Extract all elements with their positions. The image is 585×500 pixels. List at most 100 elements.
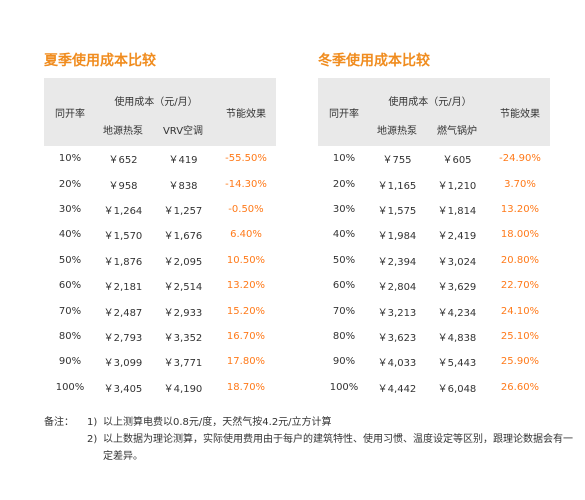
saving-cell: 26.60% — [500, 381, 540, 393]
cost-a-cell: ￥2,793 — [103, 332, 143, 344]
rate-cell: 80% — [58, 330, 82, 342]
notes-label: 备注： — [44, 417, 74, 428]
rate-cell: 60% — [332, 280, 356, 292]
gas-boiler-header: 燃气锅炉 — [424, 112, 490, 146]
cost-b-cell: ￥2,933 — [163, 307, 203, 319]
rate-header: 同开率 — [44, 78, 96, 146]
table-row: 10% ￥652 ￥419 -55.50% — [44, 146, 276, 171]
cost-b-cell: ￥3,629 — [437, 282, 477, 294]
cost-b-cell: ￥419 — [168, 155, 198, 167]
rate-cell: 60% — [58, 280, 82, 292]
rate-cell: 90% — [332, 356, 356, 368]
cost-a-cell: ￥1,575 — [377, 205, 417, 217]
saving-header: 节能效果 — [490, 78, 550, 146]
table-row: 100% ￥4,442 ￥6,048 26.60% — [318, 375, 550, 400]
saving-cell: 3.70% — [504, 178, 536, 190]
cost-b-cell: ￥838 — [168, 180, 198, 192]
summer-title: 夏季使用成本比较 — [44, 53, 156, 69]
cost-b-cell: ￥3,352 — [163, 332, 203, 344]
note-item: 备注： 1) 以上测算电费以0.8元/度，天然气按4.2元/立方计算 — [44, 414, 574, 431]
cost-b-cell: ￥1,814 — [437, 205, 477, 217]
rate-header: 同开率 — [318, 78, 370, 146]
cost-b-cell: ￥1,257 — [163, 205, 203, 217]
note-text: 以上数据为理论测算，实际使用费用由于每户的建筑特性、使用习惯、温度设定等区别，跟… — [103, 434, 573, 462]
table-row: 50% ￥2,394 ￥3,024 20.80% — [318, 248, 550, 273]
rate-cell: 70% — [332, 305, 356, 317]
saving-cell: 13.20% — [500, 203, 540, 215]
cost-a-cell: ￥2,804 — [377, 282, 417, 294]
ground-source-header: 地源热泵 — [96, 112, 150, 146]
cost-a-cell: ￥2,487 — [103, 307, 143, 319]
rate-cell: 20% — [332, 178, 356, 190]
table-row: 70% ￥3,213 ￥4,234 24.10% — [318, 298, 550, 323]
cost-group-header: 使用成本（元/月） — [96, 78, 216, 112]
saving-cell: -55.50% — [225, 153, 267, 165]
cost-b-cell: ￥1,676 — [163, 231, 203, 243]
rate-cell: 40% — [332, 229, 356, 241]
cost-a-cell: ￥3,213 — [377, 307, 417, 319]
cost-a-cell: ￥755 — [382, 155, 412, 167]
note-item: 2) 以上数据为理论测算，实际使用费用由于每户的建筑特性、使用习惯、温度设定等区… — [44, 431, 574, 465]
table-row: 40% ￥1,984 ￥2,419 18.00% — [318, 222, 550, 247]
cost-b-cell: ￥3,771 — [163, 358, 203, 370]
rate-cell: 10% — [58, 153, 82, 165]
table-row: 80% ￥3,623 ￥4,838 25.10% — [318, 324, 550, 349]
table-row: 90% ￥4,033 ￥5,443 25.90% — [318, 349, 550, 374]
rate-cell: 40% — [58, 229, 82, 241]
rate-cell: 100% — [329, 381, 359, 393]
saving-cell: 6.40% — [230, 229, 262, 241]
rate-cell: 10% — [332, 153, 356, 165]
cost-a-cell: ￥1,165 — [377, 180, 417, 192]
saving-cell: 10.50% — [226, 254, 266, 266]
table-row: 10% ￥755 ￥605 -24.90% — [318, 146, 550, 171]
rate-cell: 80% — [332, 330, 356, 342]
saving-cell: 25.90% — [500, 356, 540, 368]
saving-cell: -24.90% — [499, 153, 541, 165]
cost-a-cell: ￥3,099 — [103, 358, 143, 370]
saving-cell: 18.00% — [500, 229, 540, 241]
table-row: 50% ￥1,876 ￥2,095 10.50% — [44, 248, 276, 273]
rate-cell: 30% — [58, 203, 82, 215]
saving-cell: 17.80% — [226, 356, 266, 368]
saving-cell: -14.30% — [225, 178, 267, 190]
saving-header: 节能效果 — [216, 78, 276, 146]
cost-b-cell: ￥605 — [442, 155, 472, 167]
table-row: 60% ￥2,804 ￥3,629 22.70% — [318, 273, 550, 298]
cost-b-cell: ￥2,419 — [437, 231, 477, 243]
cost-a-cell: ￥1,570 — [103, 231, 143, 243]
table-row: 60% ￥2,181 ￥2,514 13.20% — [44, 273, 276, 298]
cost-a-cell: ￥2,181 — [103, 282, 143, 294]
vrv-header: VRV空调 — [150, 112, 216, 146]
table-row: 30% ￥1,264 ￥1,257 -0.50% — [44, 197, 276, 222]
rate-cell: 50% — [332, 254, 356, 266]
saving-cell: 15.20% — [226, 305, 266, 317]
winter-cost-table: 同开率 使用成本（元/月） 节能效果 地源热泵 燃气锅炉 10% ￥755 ￥605… — [318, 78, 550, 400]
saving-cell: 20.80% — [500, 254, 540, 266]
cost-b-cell: ￥2,514 — [163, 282, 203, 294]
cost-a-cell: ￥4,442 — [377, 383, 417, 395]
table-row: 100% ￥3,405 ￥4,190 18.70% — [44, 375, 276, 400]
saving-cell: 25.10% — [500, 330, 540, 342]
cost-b-cell: ￥4,234 — [437, 307, 477, 319]
cost-group-header: 使用成本（元/月） — [370, 78, 490, 112]
cost-a-cell: ￥2,394 — [377, 256, 417, 268]
cost-a-cell: ￥1,264 — [103, 205, 143, 217]
cost-a-cell: ￥652 — [108, 155, 138, 167]
saving-cell: 16.70% — [226, 330, 266, 342]
cost-b-cell: ￥4,190 — [163, 383, 203, 395]
winter-title: 冬季使用成本比较 — [318, 53, 430, 69]
saving-cell: -0.50% — [228, 203, 264, 215]
ground-source-header: 地源热泵 — [370, 112, 424, 146]
cost-a-cell: ￥958 — [108, 180, 138, 192]
saving-cell: 22.70% — [500, 280, 540, 292]
summer-cost-table: 同开率 使用成本（元/月） 节能效果 地源热泵 VRV空调 10% ￥652 ￥41… — [44, 78, 276, 400]
notes: 备注： 1) 以上测算电费以0.8元/度，天然气按4.2元/立方计算 2) 以上… — [44, 414, 574, 465]
cost-b-cell: ￥5,443 — [437, 358, 477, 370]
cost-a-cell: ￥1,984 — [377, 231, 417, 243]
note-number: 1) — [87, 417, 98, 428]
table-row: 70% ￥2,487 ￥2,933 15.20% — [44, 298, 276, 323]
table-row: 20% ￥958 ￥838 -14.30% — [44, 171, 276, 196]
table-row: 90% ￥3,099 ￥3,771 17.80% — [44, 349, 276, 374]
cost-b-cell: ￥6,048 — [437, 383, 477, 395]
rate-cell: 70% — [58, 305, 82, 317]
